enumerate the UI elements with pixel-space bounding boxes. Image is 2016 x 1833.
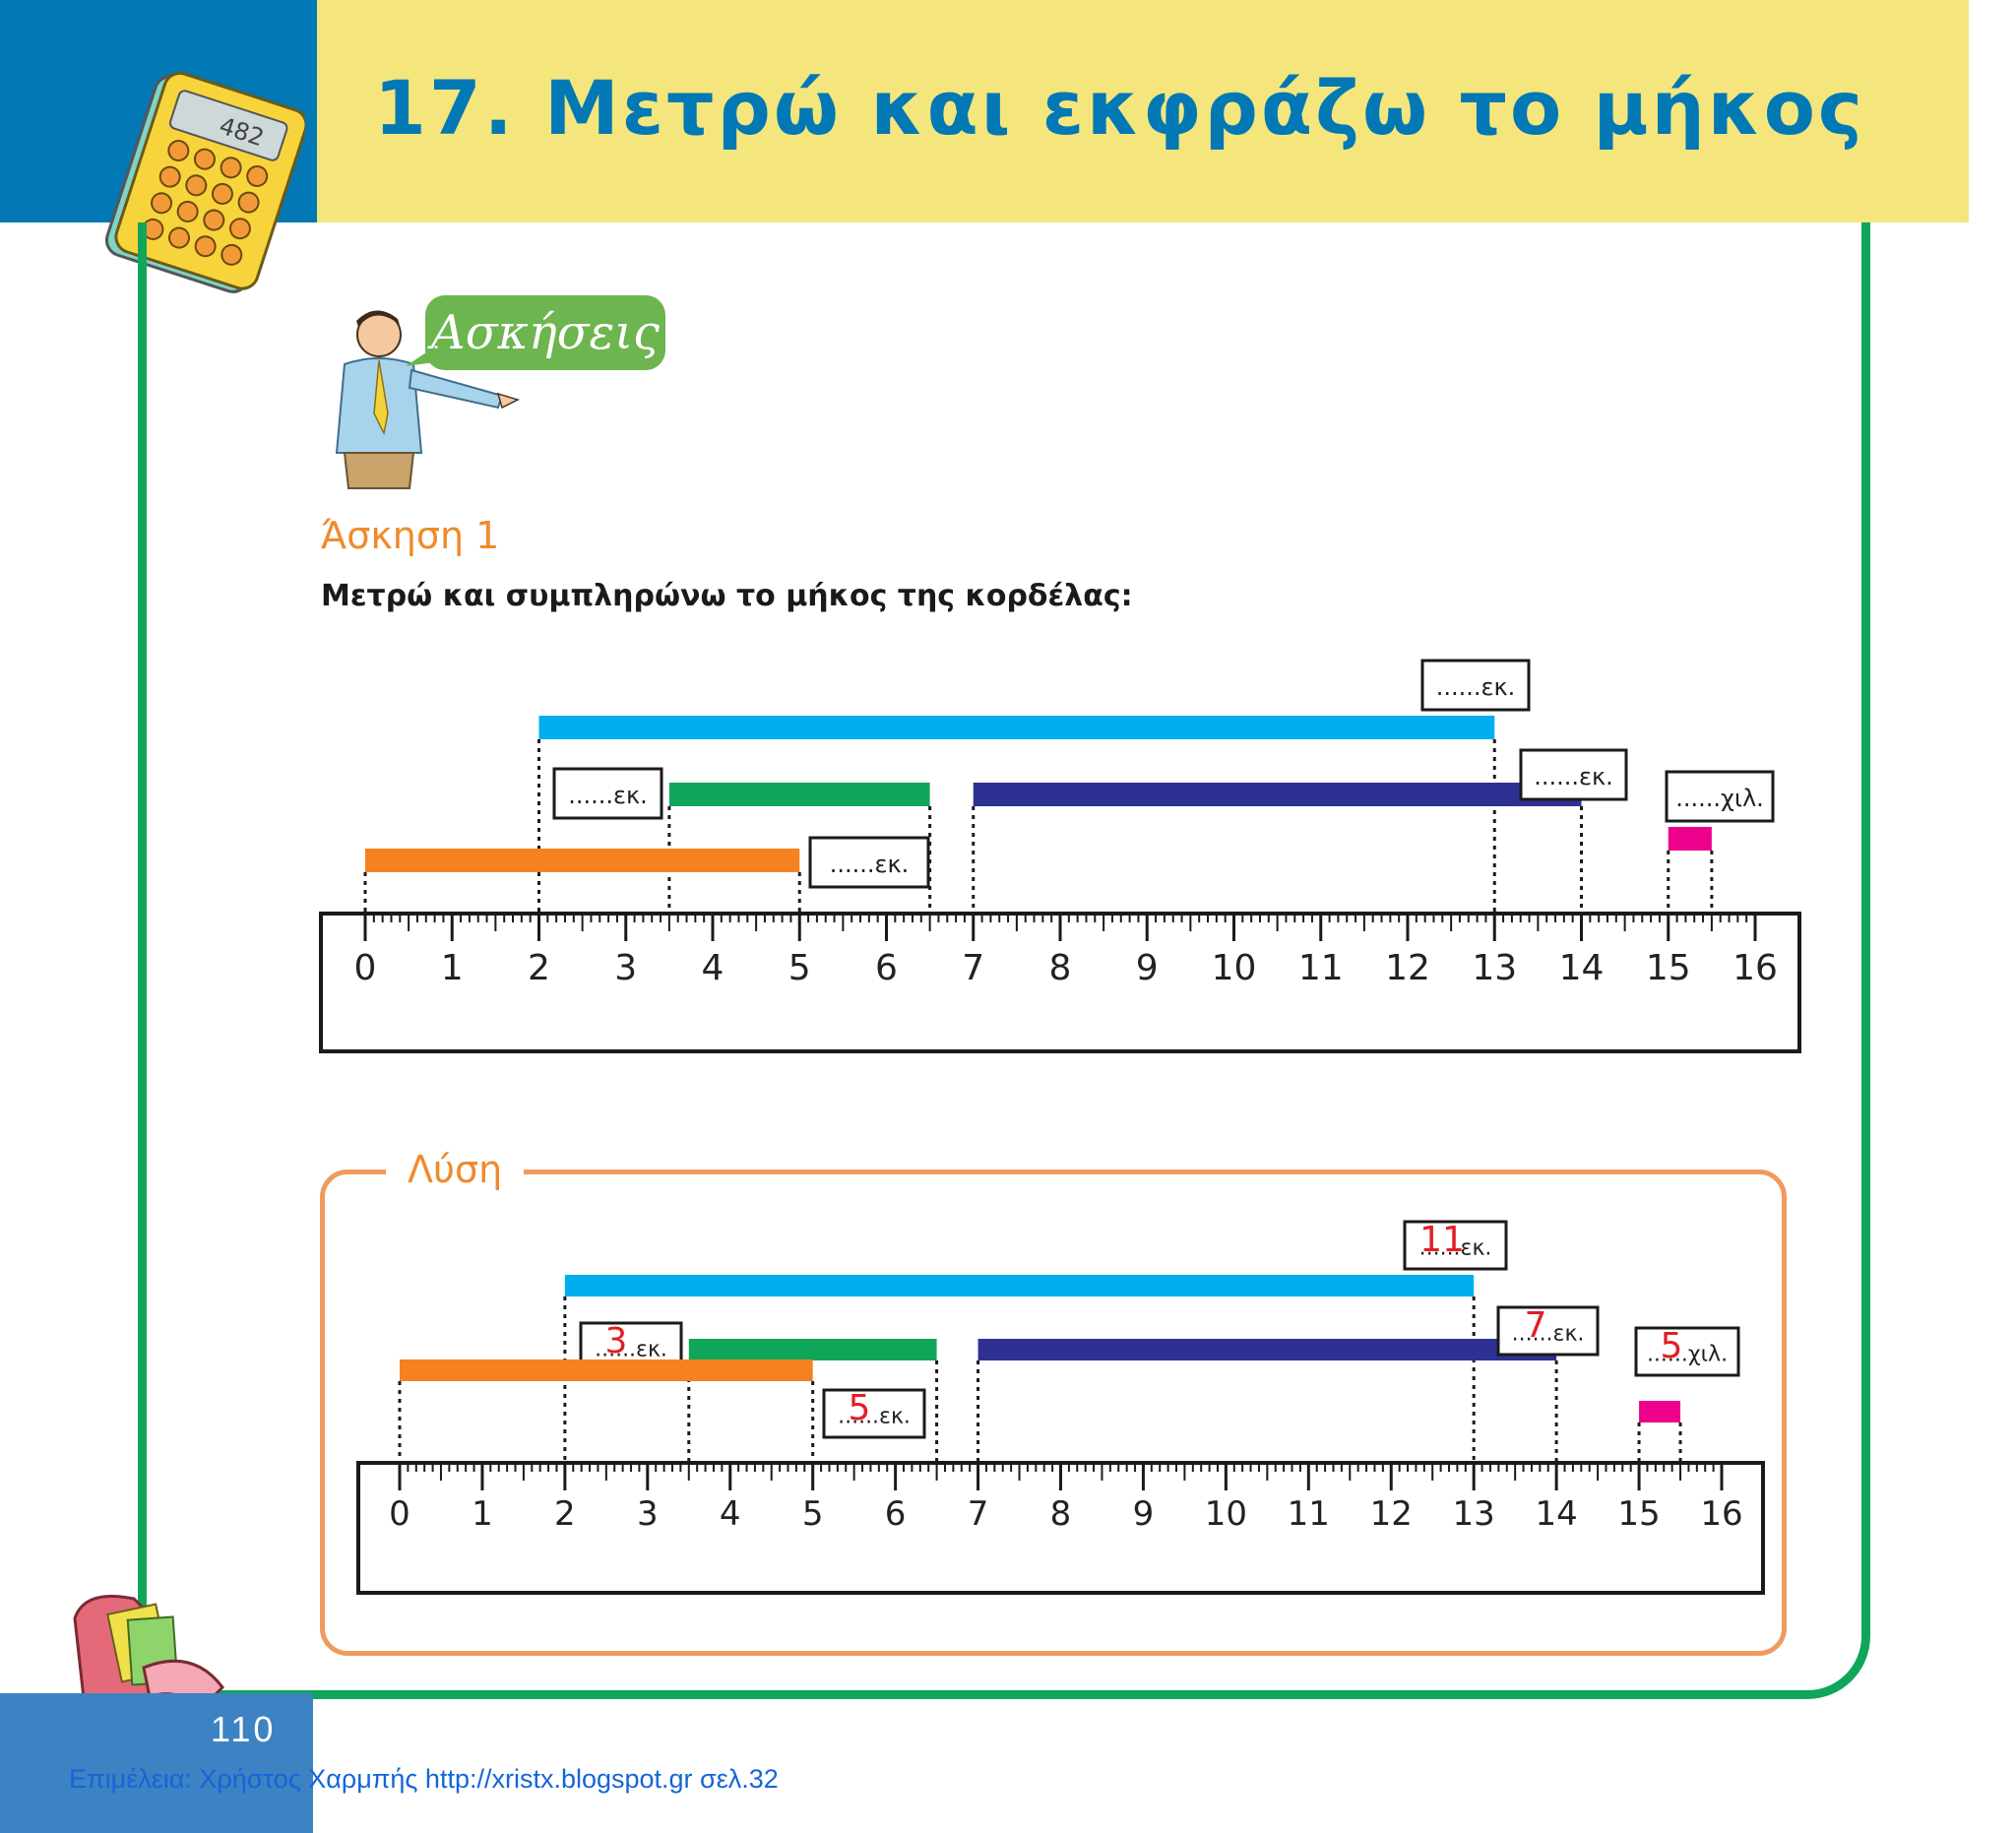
answer-box-text: ......εκ.	[595, 1338, 667, 1362]
ruler-label: 8	[1049, 948, 1072, 988]
ruler-label: 14	[1559, 948, 1605, 988]
answer-box	[1496, 1305, 1600, 1357]
answer-value: 11	[1419, 1220, 1465, 1260]
ruler-label: 6	[885, 1494, 907, 1534]
ruler-label: 1	[441, 948, 464, 988]
ruler-label: 2	[554, 1494, 576, 1534]
teacher-illustration	[335, 310, 521, 489]
answer-box-text: ......εκ.	[1512, 1322, 1585, 1347]
answer-box	[1420, 659, 1531, 712]
ruler-label: 16	[1700, 1494, 1742, 1534]
answer-box-text: ......εκ.	[1436, 673, 1516, 701]
ruler-label: 7	[962, 948, 984, 988]
ruler-label: 10	[1205, 1494, 1247, 1534]
ruler-label: 2	[528, 948, 550, 988]
ruler-label: 0	[389, 1494, 410, 1534]
answer-box-text: ......χιλ.	[1647, 1343, 1728, 1367]
answer-box	[552, 767, 663, 820]
ribbon-pink	[1668, 827, 1712, 851]
ruler-label: 3	[614, 948, 637, 988]
page-number: 110	[211, 1709, 277, 1749]
ruler-label: 3	[637, 1494, 659, 1534]
header-yellow-band	[317, 0, 1969, 222]
ruler-label: 0	[354, 948, 377, 988]
ruler-label: 13	[1453, 1494, 1495, 1534]
solution-label: Λύση	[386, 1148, 525, 1191]
ribbon-navy	[973, 783, 1582, 806]
answer-box-text: ......εκ.	[838, 1405, 911, 1429]
ribbon-orange	[365, 849, 800, 872]
answer-box	[1519, 748, 1628, 801]
exercise-heading: Άσκηση 1	[321, 514, 500, 557]
solution-frame	[320, 1169, 1787, 1656]
exercises-badge: Ασκήσεις	[425, 295, 665, 370]
speech-bubble-tail	[406, 347, 435, 366]
answer-box	[1665, 770, 1775, 823]
answer-box-text: ......εκ.	[1534, 763, 1613, 790]
footer-blue-block	[0, 1693, 313, 1833]
ribbon-light-blue	[564, 1275, 1475, 1296]
ruler-label: 5	[802, 1494, 824, 1534]
ruler-label: 7	[968, 1494, 989, 1534]
answer-box	[822, 1388, 926, 1439]
ruler-label: 15	[1646, 948, 1691, 988]
credit-link[interactable]: Επιμέλεια: Χρήστος Χαρμπής http://xristx…	[69, 1764, 779, 1794]
ruler-label: 1	[472, 1494, 493, 1534]
ruler-label: 9	[1136, 948, 1159, 988]
answer-value: 3	[605, 1321, 628, 1361]
ruler-label: 15	[1617, 1494, 1660, 1534]
answer-box-text: ......εκ.	[568, 782, 648, 809]
ribbon-pink	[1639, 1401, 1681, 1422]
answer-box	[1634, 1326, 1740, 1377]
answer-box	[808, 836, 930, 889]
exercise-instruction: Μετρώ και συμπληρώνω το μήκος της κορδέλ…	[321, 579, 1133, 613]
ribbon-green	[688, 1339, 937, 1360]
answer-box-text: ......εκ.	[1419, 1236, 1492, 1261]
ruler-label: 13	[1472, 948, 1517, 988]
answer-value: 5	[849, 1388, 871, 1428]
ribbon-orange	[400, 1359, 813, 1381]
answer-box	[1403, 1220, 1508, 1271]
answer-box-text: ......εκ.	[830, 851, 910, 878]
ribbon-green	[668, 783, 930, 806]
ribbon-light-blue	[538, 716, 1495, 739]
ruler-label: 12	[1370, 1494, 1413, 1534]
ruler-label: 10	[1212, 948, 1257, 988]
answer-value: 7	[1525, 1305, 1547, 1346]
ruler-label: 9	[1133, 1494, 1155, 1534]
ruler-label: 4	[702, 948, 724, 988]
ruler-label: 6	[875, 948, 898, 988]
ruler-label: 5	[788, 948, 811, 988]
ruler-label: 11	[1298, 948, 1344, 988]
answer-box-text: ......χιλ.	[1675, 785, 1764, 812]
ribbon-navy	[977, 1339, 1557, 1360]
ruler-label: 16	[1732, 948, 1778, 988]
ruler-label: 8	[1050, 1494, 1072, 1534]
ruler-label: 14	[1535, 1494, 1577, 1534]
content-frame	[138, 222, 1870, 1699]
answer-value: 5	[1661, 1326, 1683, 1366]
ruler-label: 4	[720, 1494, 741, 1534]
ruler-label: 12	[1385, 948, 1430, 988]
chapter-title: 17. Μετρώ και εκφράζω το μήκος	[374, 64, 1865, 152]
ruler-label: 11	[1288, 1494, 1330, 1534]
